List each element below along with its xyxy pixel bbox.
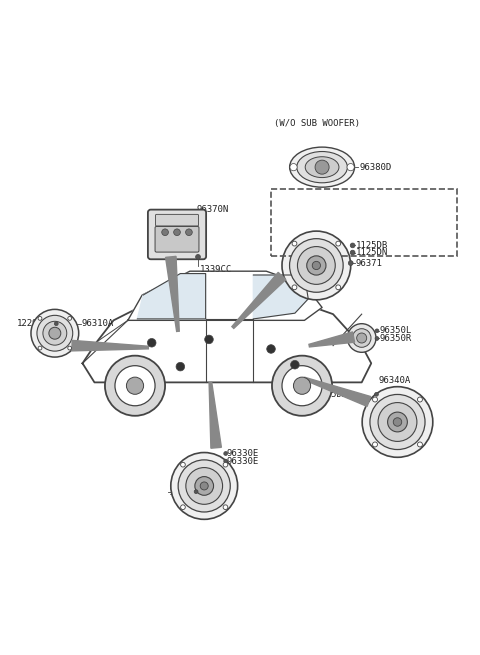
Polygon shape xyxy=(304,377,371,406)
Circle shape xyxy=(350,250,355,255)
FancyBboxPatch shape xyxy=(148,210,206,259)
Circle shape xyxy=(224,459,228,463)
Circle shape xyxy=(307,256,326,275)
Circle shape xyxy=(374,392,378,396)
Ellipse shape xyxy=(297,151,348,183)
Text: 1125DN: 1125DN xyxy=(356,248,388,257)
Polygon shape xyxy=(83,290,371,383)
Text: 96350R: 96350R xyxy=(379,334,411,343)
Circle shape xyxy=(43,322,67,345)
Circle shape xyxy=(315,160,329,174)
Circle shape xyxy=(292,241,297,246)
Circle shape xyxy=(312,261,321,270)
Circle shape xyxy=(223,505,228,510)
Circle shape xyxy=(362,386,433,457)
Text: (W/O SUB WOOFER): (W/O SUB WOOFER) xyxy=(275,119,360,128)
Circle shape xyxy=(31,309,79,357)
Circle shape xyxy=(54,322,58,326)
Circle shape xyxy=(38,316,42,320)
Circle shape xyxy=(290,360,299,369)
Text: 96371: 96371 xyxy=(356,259,383,268)
Polygon shape xyxy=(137,274,205,319)
Circle shape xyxy=(38,346,42,350)
Circle shape xyxy=(370,394,425,449)
Circle shape xyxy=(180,505,185,510)
Circle shape xyxy=(293,377,311,394)
Circle shape xyxy=(49,328,61,339)
Circle shape xyxy=(186,468,223,504)
Circle shape xyxy=(171,453,238,519)
Polygon shape xyxy=(309,332,355,347)
Circle shape xyxy=(37,315,73,351)
Circle shape xyxy=(223,462,228,467)
FancyBboxPatch shape xyxy=(155,227,199,252)
Text: 96380D: 96380D xyxy=(360,162,392,172)
Text: 1229DK: 1229DK xyxy=(17,319,49,328)
Circle shape xyxy=(387,412,408,432)
Circle shape xyxy=(195,477,214,495)
Circle shape xyxy=(350,243,355,248)
Circle shape xyxy=(105,356,165,416)
Circle shape xyxy=(186,229,192,236)
Circle shape xyxy=(352,329,371,347)
Circle shape xyxy=(174,229,180,236)
Circle shape xyxy=(289,238,343,292)
Circle shape xyxy=(196,255,200,259)
Ellipse shape xyxy=(289,147,355,187)
Text: 96350L: 96350L xyxy=(379,326,411,335)
Circle shape xyxy=(224,451,228,455)
Circle shape xyxy=(378,403,417,441)
Circle shape xyxy=(372,397,377,402)
Circle shape xyxy=(282,231,351,300)
Text: 96370N: 96370N xyxy=(196,204,228,214)
Polygon shape xyxy=(232,272,286,328)
Polygon shape xyxy=(253,275,308,319)
FancyBboxPatch shape xyxy=(156,214,199,226)
Circle shape xyxy=(162,229,168,236)
Circle shape xyxy=(418,397,422,402)
Circle shape xyxy=(290,164,297,171)
Text: 96330E: 96330E xyxy=(227,449,259,458)
Circle shape xyxy=(147,339,156,347)
Circle shape xyxy=(194,490,198,494)
Circle shape xyxy=(336,285,341,290)
Text: 1125DA: 1125DA xyxy=(316,390,348,399)
Circle shape xyxy=(336,241,341,246)
Text: 96310A: 96310A xyxy=(82,319,114,328)
Polygon shape xyxy=(128,271,322,320)
Circle shape xyxy=(178,460,230,512)
Text: 96340A: 96340A xyxy=(378,377,411,385)
Circle shape xyxy=(176,362,185,371)
Circle shape xyxy=(375,329,379,333)
Circle shape xyxy=(204,335,213,344)
Circle shape xyxy=(357,333,367,343)
Circle shape xyxy=(272,356,332,416)
Circle shape xyxy=(375,337,379,341)
Polygon shape xyxy=(209,383,221,448)
Circle shape xyxy=(418,442,422,447)
Circle shape xyxy=(298,246,335,284)
Text: 1125DB: 1125DB xyxy=(356,241,388,250)
Circle shape xyxy=(68,316,72,320)
Circle shape xyxy=(348,261,353,265)
Circle shape xyxy=(180,462,185,467)
Polygon shape xyxy=(166,256,179,331)
Circle shape xyxy=(348,324,376,352)
Ellipse shape xyxy=(305,157,339,178)
Circle shape xyxy=(292,285,297,290)
Text: 96330E: 96330E xyxy=(227,457,259,466)
Circle shape xyxy=(126,377,144,394)
Circle shape xyxy=(115,365,155,405)
Circle shape xyxy=(200,482,208,490)
Bar xyxy=(271,189,457,256)
Polygon shape xyxy=(72,341,148,351)
Circle shape xyxy=(347,164,354,171)
Circle shape xyxy=(68,346,72,350)
Circle shape xyxy=(282,365,322,405)
Circle shape xyxy=(372,442,377,447)
Text: 1125DA: 1125DA xyxy=(168,487,201,496)
Circle shape xyxy=(267,345,276,353)
Text: 1339CC: 1339CC xyxy=(199,265,232,274)
Circle shape xyxy=(393,418,402,426)
